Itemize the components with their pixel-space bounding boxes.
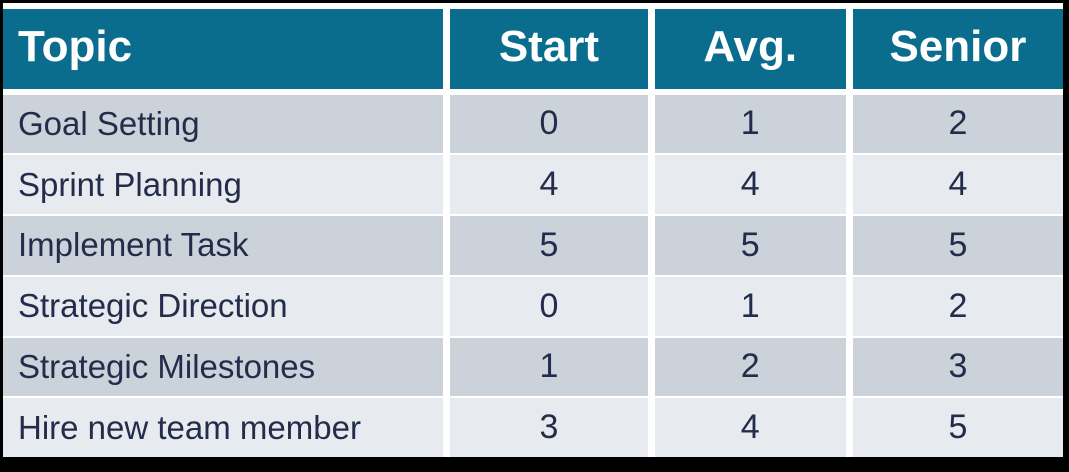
table-header-row: Topic Start Avg. Senior xyxy=(3,9,1063,89)
column-divider xyxy=(443,216,451,275)
column-divider xyxy=(845,337,853,397)
column-divider xyxy=(845,9,853,89)
column-divider xyxy=(845,94,853,154)
table-row[interactable]: Hire new team member 3 4 5 xyxy=(3,398,1063,458)
column-header-avg[interactable]: Avg. xyxy=(654,9,846,89)
table-row[interactable]: Strategic Milestones 1 2 3 xyxy=(3,337,1063,397)
comparison-table: Topic Start Avg. Senior Goal Setting 0 1… xyxy=(3,9,1063,458)
cell-topic: Sprint Planning xyxy=(3,155,444,215)
cell-topic: Goal Setting xyxy=(3,94,444,154)
cell-senior: 2 xyxy=(852,276,1063,336)
cell-start: 4 xyxy=(450,155,648,215)
cell-senior: 3 xyxy=(852,337,1063,397)
table-row[interactable]: Sprint Planning 4 4 4 xyxy=(3,155,1063,215)
cell-avg: 2 xyxy=(654,337,846,397)
cell-senior: 2 xyxy=(852,94,1063,154)
cell-senior: 5 xyxy=(852,216,1063,275)
cell-topic: Strategic Direction xyxy=(3,276,444,336)
column-divider xyxy=(845,398,853,458)
cell-start: 0 xyxy=(450,276,648,336)
cell-avg: 4 xyxy=(654,155,846,215)
column-divider xyxy=(443,94,451,154)
column-divider xyxy=(443,9,451,89)
cell-avg: 4 xyxy=(654,398,846,458)
column-divider xyxy=(647,9,655,89)
column-divider xyxy=(647,216,655,275)
cell-avg: 5 xyxy=(654,216,846,275)
column-divider xyxy=(443,155,451,215)
cell-avg: 1 xyxy=(654,276,846,336)
table-row[interactable]: Implement Task 5 5 5 xyxy=(3,216,1063,275)
column-header-topic[interactable]: Topic xyxy=(3,9,444,89)
table-row[interactable]: Goal Setting 0 1 2 xyxy=(3,94,1063,154)
column-divider xyxy=(443,337,451,397)
column-divider xyxy=(647,94,655,154)
column-divider xyxy=(845,155,853,215)
column-header-start[interactable]: Start xyxy=(450,9,648,89)
column-divider xyxy=(845,216,853,275)
column-divider xyxy=(845,276,853,336)
cell-topic: Hire new team member xyxy=(3,398,444,458)
cell-senior: 4 xyxy=(852,155,1063,215)
column-divider xyxy=(647,276,655,336)
column-divider xyxy=(647,337,655,397)
cell-start: 3 xyxy=(450,398,648,458)
cell-start: 5 xyxy=(450,216,648,275)
cell-topic: Implement Task xyxy=(3,216,444,275)
column-header-senior[interactable]: Senior xyxy=(852,9,1063,89)
cell-senior: 5 xyxy=(852,398,1063,458)
column-divider xyxy=(647,398,655,458)
cell-avg: 1 xyxy=(654,94,846,154)
cell-topic: Strategic Milestones xyxy=(3,337,444,397)
column-divider xyxy=(647,155,655,215)
cell-start: 0 xyxy=(450,94,648,154)
column-divider xyxy=(443,276,451,336)
column-divider xyxy=(443,398,451,458)
table-row[interactable]: Strategic Direction 0 1 2 xyxy=(3,276,1063,336)
cell-start: 1 xyxy=(450,337,648,397)
